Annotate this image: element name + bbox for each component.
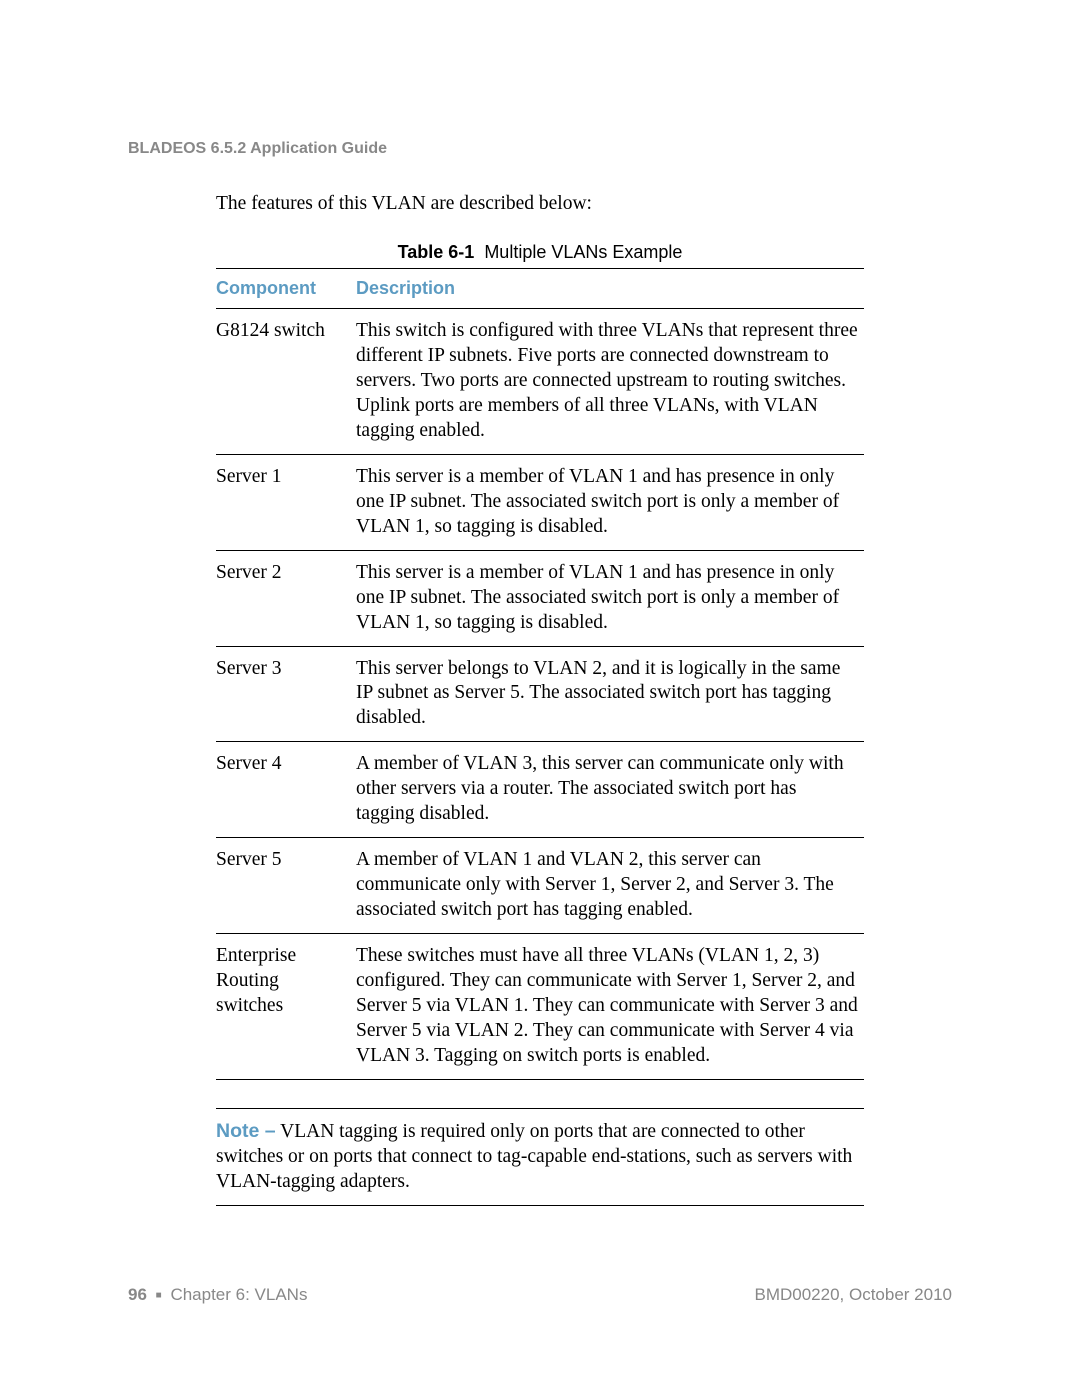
intro-text: The features of this VLAN are described … <box>216 192 864 217</box>
cell-component: Server 2 <box>216 550 356 646</box>
table-caption: Table 6-1 Multiple VLANs Example <box>216 241 864 264</box>
cell-description: This server belongs to VLAN 2, and it is… <box>356 646 864 742</box>
table-row: Server 3 This server belongs to VLAN 2, … <box>216 646 864 742</box>
cell-component: Server 4 <box>216 742 356 838</box>
footer-right: BMD00220, October 2010 <box>754 1285 952 1305</box>
page-footer: 96 ■ Chapter 6: VLANs BMD00220, October … <box>128 1285 952 1305</box>
table-row: Server 2 This server is a member of VLAN… <box>216 550 864 646</box>
vlan-table: Component Description G8124 switch This … <box>216 268 864 1080</box>
cell-component: Server 3 <box>216 646 356 742</box>
cell-description: This server is a member of VLAN 1 and ha… <box>356 454 864 550</box>
table-row: Server 4 A member of VLAN 3, this server… <box>216 742 864 838</box>
note-block: Note – VLAN tagging is required only on … <box>216 1108 864 1206</box>
table-caption-text: Multiple VLANs Example <box>484 242 682 262</box>
col-header-description: Description <box>356 268 864 308</box>
table-header-row: Component Description <box>216 268 864 308</box>
page-number: 96 <box>128 1285 147 1304</box>
cell-description: A member of VLAN 3, this server can comm… <box>356 742 864 838</box>
cell-description: These switches must have all three VLANs… <box>356 934 864 1080</box>
table-row: Server 1 This server is a member of VLAN… <box>216 454 864 550</box>
table-row: Server 5 A member of VLAN 1 and VLAN 2, … <box>216 838 864 934</box>
col-header-component: Component <box>216 268 356 308</box>
footer-chapter: Chapter 6: VLANs <box>170 1285 307 1304</box>
note-label: Note – <box>216 1120 276 1142</box>
table-row: G8124 switch This switch is configured w… <box>216 309 864 455</box>
page: BLADEOS 6.5.2 Application Guide The feat… <box>0 0 1080 1397</box>
cell-component: Enterprise Routing switches <box>216 934 356 1080</box>
note-text: VLAN tagging is required only on ports t… <box>216 1121 852 1192</box>
cell-component: G8124 switch <box>216 309 356 455</box>
running-header: BLADEOS 6.5.2 Application Guide <box>128 140 952 158</box>
cell-description: This switch is configured with three VLA… <box>356 309 864 455</box>
content-area: The features of this VLAN are described … <box>216 192 864 1206</box>
footer-separator-icon: ■ <box>156 1290 162 1301</box>
table-caption-label: Table 6-1 <box>398 242 475 262</box>
cell-description: This server is a member of VLAN 1 and ha… <box>356 550 864 646</box>
cell-component: Server 5 <box>216 838 356 934</box>
footer-left: 96 ■ Chapter 6: VLANs <box>128 1285 307 1305</box>
table-row: Enterprise Routing switches These switch… <box>216 934 864 1080</box>
cell-description: A member of VLAN 1 and VLAN 2, this serv… <box>356 838 864 934</box>
cell-component: Server 1 <box>216 454 356 550</box>
